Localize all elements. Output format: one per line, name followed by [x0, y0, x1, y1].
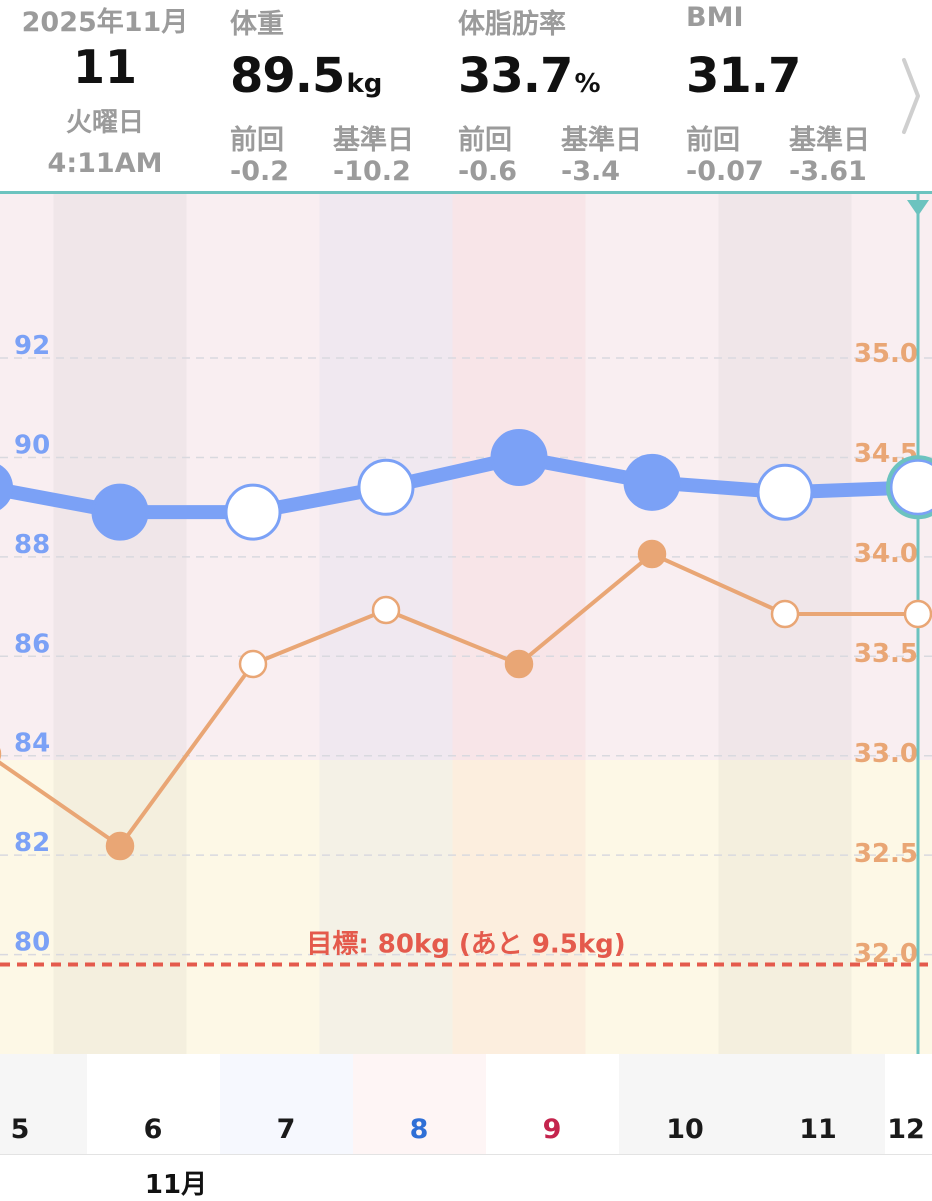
date-cell-tint: [352, 1054, 486, 1154]
bodyfat-prev-value: -0.6: [458, 156, 518, 187]
bodyfat-unit: %: [574, 69, 601, 99]
bodyfat-point: [371, 595, 401, 625]
goal-label: 目標: 80kg (あと 9.5kg): [306, 930, 625, 960]
bodyfat-point: [504, 649, 534, 679]
bodyfat-line: [0, 552, 920, 848]
weight-title: 体重: [230, 9, 284, 40]
date-label-11[interactable]: 11: [799, 1114, 837, 1145]
date-axis: 11月 5 6 7 8 9 10 11 12: [0, 1054, 932, 1200]
weight-point-selected-ring: [886, 455, 932, 520]
date-label-5[interactable]: 5: [10, 1114, 30, 1145]
left-tick-label: 90: [14, 430, 50, 460]
left-tick-label: 92: [14, 331, 50, 361]
bodyfat-point: [637, 539, 667, 569]
weight-point: [224, 483, 282, 541]
weight-point: [623, 453, 681, 511]
bodyfat-point: [105, 831, 135, 861]
chevron-right-icon[interactable]: [898, 56, 924, 136]
weight-prev-value: -0.2: [230, 156, 290, 187]
bodyfat-prev-label: 前回: [458, 125, 512, 156]
date-cell-tint: [219, 1054, 353, 1154]
left-tick-label: 86: [14, 629, 50, 659]
weight-point: [756, 463, 814, 521]
left-tick-label: 80: [14, 928, 50, 958]
date-label-8[interactable]: 8: [409, 1114, 429, 1145]
column-tint-8: [452, 194, 586, 1054]
weight-point: [91, 483, 149, 541]
weight-value: 89.5kg: [230, 48, 383, 104]
bodyfat-title: 体脂肪率: [458, 9, 566, 40]
bodyfat-point-selected: [903, 599, 932, 629]
column-tint-5: [53, 194, 187, 1054]
left-tick-label: 84: [14, 729, 50, 759]
right-tick-label: 33.0: [854, 739, 918, 769]
weight-base-value: -10.2: [333, 156, 411, 187]
date-label-6[interactable]: 6: [143, 1114, 163, 1145]
date-label-9[interactable]: 9: [542, 1114, 562, 1145]
date-label: 2025年11月: [21, 7, 189, 38]
header-divider: [0, 191, 932, 194]
month-label: 11月: [144, 1170, 208, 1200]
right-tick-label: 34.0: [854, 539, 918, 569]
weekday-label: 火曜日: [65, 108, 144, 138]
bmi-value: 31.7: [686, 48, 801, 104]
date-label-12[interactable]: 12: [887, 1114, 925, 1145]
bmi-base-value: -3.61: [789, 156, 867, 187]
time-label: 4:11AM: [47, 148, 163, 179]
bmi-prev-label: 前回: [686, 125, 740, 156]
right-tick-label: 32.5: [854, 839, 918, 869]
weight-point: [889, 458, 932, 516]
weight-point: [490, 428, 548, 486]
date-cell-tint: [0, 1054, 87, 1154]
bmi-base-label: 基準日: [789, 125, 870, 156]
weight-point: [0, 464, 13, 510]
right-tick-label: 35.0: [854, 339, 918, 369]
bodyfat-base-label: 基準日: [561, 125, 642, 156]
bodyfat-point: [770, 599, 800, 629]
bodyfat-value: 33.7%: [458, 48, 601, 104]
right-tick-label: 33.5: [854, 639, 918, 669]
bodyfat-point: [238, 649, 268, 679]
weight-prev-label: 前回: [230, 125, 284, 156]
left-tick-label: 88: [14, 530, 50, 560]
date-label-7[interactable]: 7: [276, 1114, 296, 1145]
axis-divider: [0, 1154, 932, 1155]
bodyfat-base-value: -3.4: [561, 156, 621, 187]
cursor-marker-icon: [907, 200, 929, 216]
bmi-prev-value: -0.07: [686, 156, 764, 187]
weight-bodyfat-chart[interactable]: 8082848688909232.032.533.033.534.034.535…: [0, 194, 932, 1054]
weight-base-label: 基準日: [333, 125, 414, 156]
left-tick-label: 82: [14, 828, 50, 858]
day-number: 11: [72, 40, 137, 94]
weight-unit: kg: [346, 69, 383, 99]
date-cell-tint: [751, 1054, 885, 1154]
weight-point: [357, 458, 415, 516]
date-label-10[interactable]: 10: [666, 1114, 704, 1145]
summary-header: 2025年11月 11 火曜日 4:11AM 体重 89.5kg 前回 基準日 …: [0, 0, 932, 193]
date-cell-tint: [618, 1054, 752, 1154]
lower-range-band: [0, 760, 932, 1054]
bmi-title: BMI: [686, 2, 744, 33]
